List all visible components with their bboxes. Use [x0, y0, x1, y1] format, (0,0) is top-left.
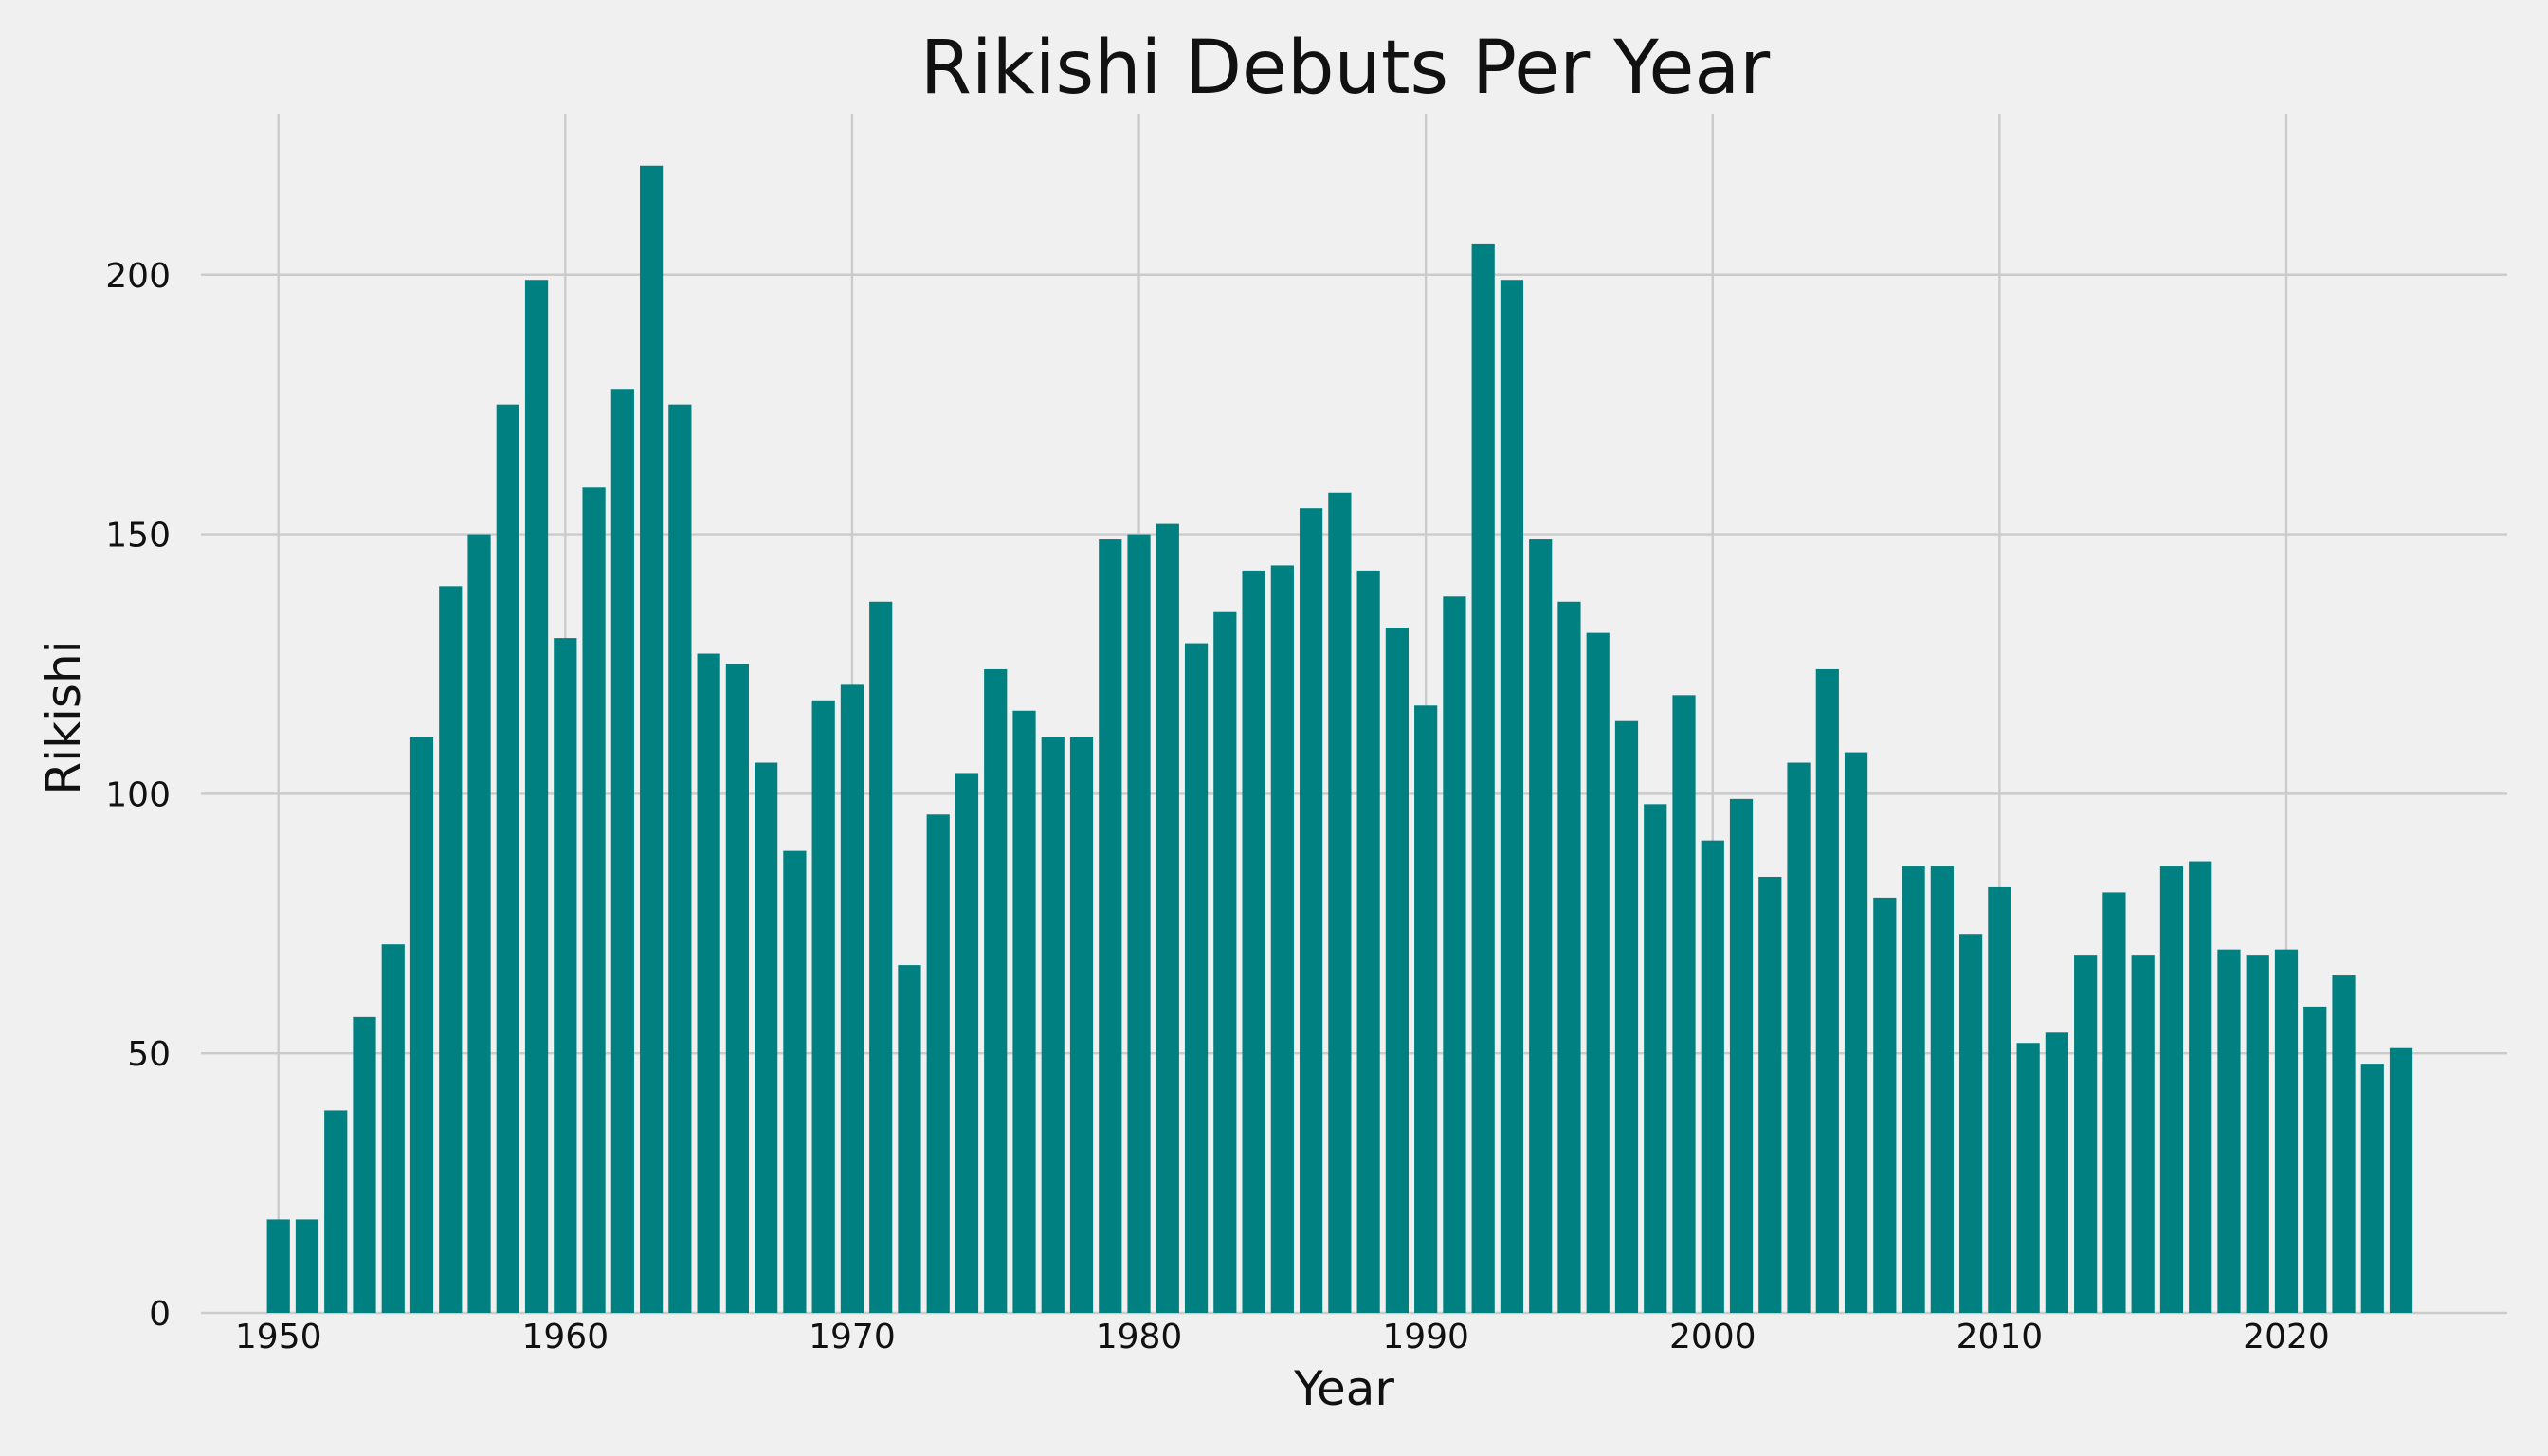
bar-1967: [755, 762, 778, 1313]
bar-1989: [1385, 628, 1409, 1313]
bar-1977: [1041, 737, 1065, 1313]
x-tick-label: 2000: [1669, 1318, 1756, 1356]
bar-1990: [1414, 705, 1438, 1313]
bar-1996: [1586, 632, 1610, 1313]
bar-1998: [1644, 804, 1667, 1313]
bar-2007: [1902, 866, 1925, 1313]
bar-1955: [410, 737, 434, 1313]
bar-2023: [2360, 1064, 2384, 1313]
bar-1971: [869, 601, 893, 1313]
bar-1988: [1356, 570, 1380, 1313]
bar-1982: [1184, 643, 1209, 1313]
bar-2017: [2189, 861, 2212, 1313]
bar-1956: [439, 586, 463, 1313]
bar-1987: [1328, 492, 1352, 1313]
bar-1992: [1471, 243, 1495, 1313]
bar-2002: [1758, 877, 1782, 1313]
bars: [266, 165, 2413, 1314]
bar-2005: [1844, 752, 1868, 1313]
chart-title: Rikishi Debuts Per Year: [920, 26, 1771, 111]
y-tick-label: 0: [149, 1295, 171, 1334]
bar-1974: [955, 773, 979, 1313]
x-tick-label: 1980: [1096, 1318, 1183, 1356]
bar-1960: [554, 638, 577, 1313]
x-tick-label: 1970: [809, 1318, 896, 1356]
bar-2006: [1873, 897, 1897, 1313]
bar-1984: [1242, 570, 1265, 1313]
x-tick-labels: 1950 1960 1970 1980 1990 2000 2010 2020: [235, 1318, 2330, 1356]
bar-2013: [2074, 955, 2098, 1313]
bar-2020: [2274, 949, 2299, 1313]
x-tick-label: 2020: [2243, 1318, 2330, 1356]
bar-1981: [1156, 523, 1179, 1313]
bar-1973: [926, 814, 950, 1313]
bar-1958: [496, 404, 519, 1314]
bar-2018: [2217, 949, 2241, 1313]
bar-2021: [2303, 1006, 2327, 1313]
bar-1979: [1099, 539, 1122, 1313]
bar-2000: [1701, 840, 1724, 1313]
bar-1963: [639, 165, 664, 1313]
bar-1970: [840, 684, 864, 1313]
bar-1975: [984, 668, 1008, 1313]
bar-1964: [668, 404, 692, 1314]
bar-2022: [2332, 975, 2356, 1313]
bar-1999: [1672, 695, 1696, 1313]
bar-2012: [2045, 1032, 2069, 1313]
bar-1953: [353, 1016, 376, 1313]
bar-1991: [1443, 596, 1466, 1313]
x-tick-label: 1960: [522, 1318, 610, 1356]
bar-1954: [381, 944, 405, 1313]
x-axis-label: Year: [1293, 1361, 1394, 1416]
bar-1986: [1300, 508, 1323, 1313]
bar-1994: [1529, 539, 1553, 1313]
bar-2004: [1815, 668, 1839, 1313]
bar-1980: [1127, 534, 1151, 1313]
bar-2003: [1787, 762, 1811, 1313]
bar-1961: [582, 487, 606, 1313]
y-axis-label: Rikishi: [36, 640, 91, 794]
bar-1968: [783, 850, 807, 1313]
bar-2016: [2159, 866, 2184, 1313]
y-tick-label: 200: [105, 257, 171, 296]
bar-1978: [1069, 737, 1094, 1313]
bar-2010: [1988, 886, 2011, 1313]
x-tick-label: 1950: [235, 1318, 322, 1356]
bar-1995: [1557, 601, 1581, 1313]
bar-1962: [610, 389, 634, 1313]
bar-1959: [524, 280, 549, 1314]
bar-2008: [1930, 866, 1954, 1313]
bar-1965: [697, 653, 720, 1313]
bar-2015: [2131, 955, 2155, 1313]
bar-1966: [725, 664, 749, 1313]
x-tick-label: 1990: [1382, 1318, 1469, 1356]
y-tick-label: 150: [105, 517, 171, 555]
y-tick-label: 50: [127, 1035, 171, 1074]
bar-2001: [1729, 798, 1754, 1313]
bar-1983: [1213, 611, 1237, 1313]
bar-1957: [467, 534, 491, 1313]
bar-2014: [2102, 892, 2126, 1313]
bar-2011: [2016, 1043, 2040, 1313]
bar-2009: [1959, 934, 1983, 1313]
x-tick-label: 2010: [1956, 1318, 2044, 1356]
bar-1951: [295, 1219, 319, 1313]
bar-1969: [811, 700, 835, 1313]
bar-1976: [1012, 710, 1036, 1313]
bar-1985: [1270, 565, 1294, 1313]
bar-1952: [324, 1110, 348, 1313]
y-tick-labels: 0 50 100 150 200: [105, 257, 171, 1334]
bar-1972: [898, 965, 921, 1313]
y-tick-label: 100: [105, 775, 171, 814]
bar-1997: [1614, 720, 1639, 1313]
bar-2024: [2389, 1047, 2413, 1313]
bar-2019: [2246, 955, 2269, 1313]
bar-1993: [1500, 280, 1524, 1314]
bar-1950: [266, 1219, 290, 1313]
